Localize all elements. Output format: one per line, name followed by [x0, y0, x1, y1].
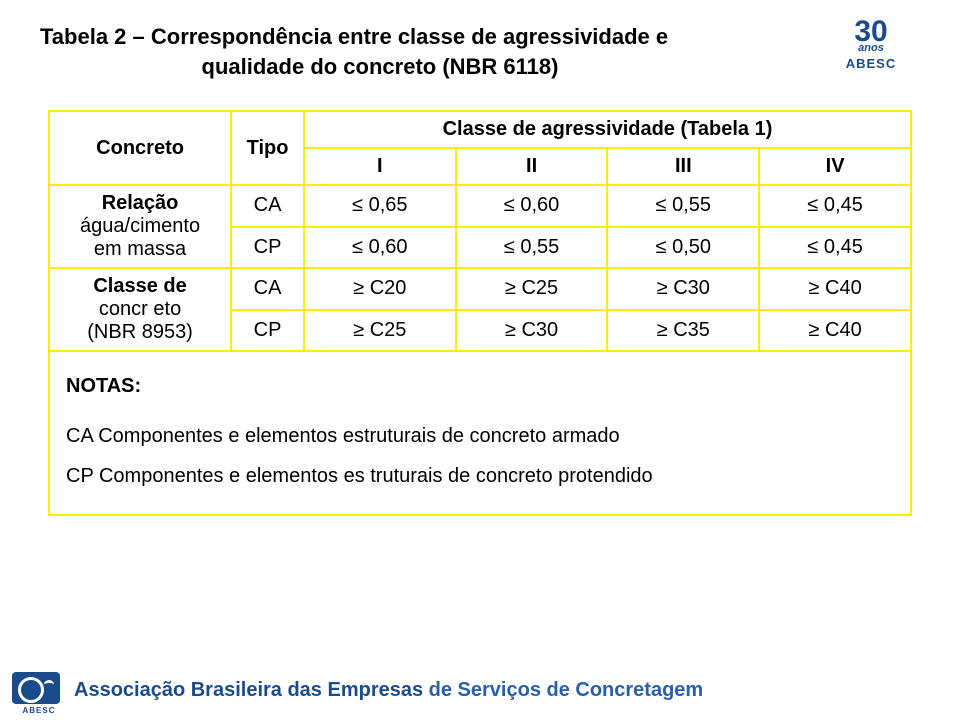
table-row: Classe de concr eto (NBR 8953) CA ≥ C20 … [49, 268, 911, 310]
anniversary-logo: 30 anos ABESC [826, 18, 916, 71]
relacao-line-2: água/cimento [80, 215, 200, 237]
footer-badge-icon [12, 672, 60, 704]
classe-line-3: (NBR 8953) [87, 321, 193, 343]
correspondence-table: Concreto Tipo Classe de agressividade (T… [48, 110, 912, 516]
classe-cp-3: ≥ C35 [607, 310, 759, 352]
notes-cell: NOTAS: CA Componentes e elementos estrut… [49, 351, 911, 515]
relacao-cp-3: ≤ 0,50 [607, 227, 759, 269]
relacao-cp-1: ≤ 0,60 [304, 227, 456, 269]
classe-ca-1: ≥ C20 [304, 268, 456, 310]
col-roman-1: I [304, 148, 456, 185]
header-classe: Classe de agressividade (Tabela 1) [304, 111, 911, 148]
rowhead-classe: Classe de concr eto (NBR 8953) [49, 268, 231, 351]
notes-cp: CP Componentes e elementos es truturais … [66, 465, 653, 487]
footer-text-2: de Serviços de Concretagem [423, 679, 703, 701]
classe-cp-2: ≥ C30 [456, 310, 608, 352]
col-roman-4: IV [759, 148, 911, 185]
type-cp-2: CP [231, 310, 304, 352]
relacao-ca-4: ≤ 0,45 [759, 185, 911, 227]
relacao-ca-2: ≤ 0,60 [456, 185, 608, 227]
classe-ca-2: ≥ C25 [456, 268, 608, 310]
relacao-line-3: em massa [94, 238, 186, 260]
classe-line-1: Classe de [93, 275, 186, 297]
footer-logo: ABESC [12, 672, 66, 716]
relacao-cp-4: ≤ 0,45 [759, 227, 911, 269]
footer-text-1: Associação Brasileira das Empresas [74, 679, 423, 701]
col-roman-2: II [456, 148, 608, 185]
rowhead-relacao: Relação água/cimento em massa [49, 185, 231, 268]
logo-number: 30 [854, 18, 887, 45]
col-roman-3: III [607, 148, 759, 185]
logo-abesc: ABESC [826, 56, 916, 71]
relacao-line-1: Relação [102, 192, 179, 214]
header-tipo: Tipo [231, 111, 304, 185]
table-header-row: Concreto Tipo Classe de agressividade (T… [49, 111, 911, 148]
classe-ca-4: ≥ C40 [759, 268, 911, 310]
title-line-1: Tabela 2 – Correspondência entre classe … [40, 24, 668, 49]
table-row: Relação água/cimento em massa CA ≤ 0,65 … [49, 185, 911, 227]
classe-ca-3: ≥ C30 [607, 268, 759, 310]
slide-title: Tabela 2 – Correspondência entre classe … [40, 22, 720, 81]
type-ca: CA [231, 185, 304, 227]
notes-row: NOTAS: CA Componentes e elementos estrut… [49, 351, 911, 515]
classe-line-2: concr eto [99, 298, 181, 320]
notes-ca: CA Componentes e elementos estruturais d… [66, 425, 620, 447]
footer: ABESC Associação Brasileira das Empresas… [0, 666, 960, 720]
type-cp: CP [231, 227, 304, 269]
classe-cp-1: ≥ C25 [304, 310, 456, 352]
relacao-ca-1: ≤ 0,65 [304, 185, 456, 227]
classe-cp-4: ≥ C40 [759, 310, 911, 352]
footer-text: Associação Brasileira das Empresas de Se… [74, 679, 703, 702]
notes-label: NOTAS: [66, 366, 894, 406]
title-line-2: qualidade do concreto (NBR 6118) [202, 54, 559, 79]
type-ca-2: CA [231, 268, 304, 310]
footer-badge-text: ABESC [12, 706, 66, 715]
relacao-cp-2: ≤ 0,55 [456, 227, 608, 269]
header-concreto: Concreto [49, 111, 231, 185]
relacao-ca-3: ≤ 0,55 [607, 185, 759, 227]
